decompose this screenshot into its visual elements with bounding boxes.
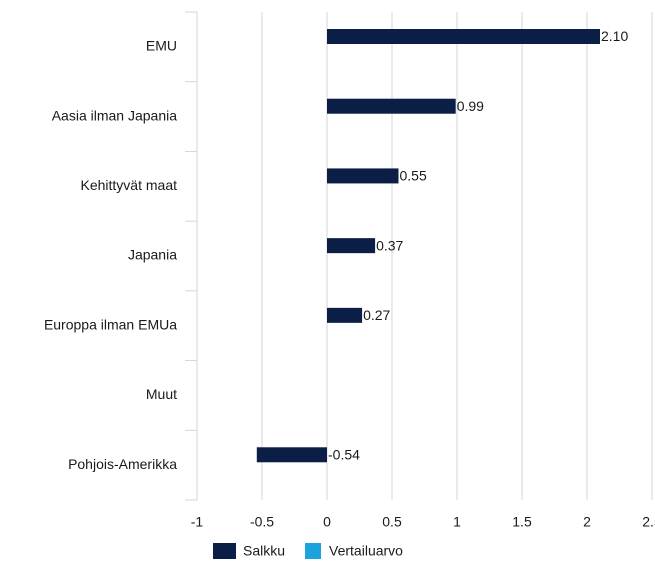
x-tick-label: -0.5 <box>250 514 274 530</box>
legend-swatch <box>305 543 322 559</box>
x-tick-label: 2 <box>583 514 591 530</box>
value-label: 0.99 <box>457 98 484 114</box>
y-tick-label: Pohjois-Amerikka <box>68 456 177 472</box>
x-tick-label: 1.5 <box>512 514 532 530</box>
legend-label: Salkku <box>243 543 285 559</box>
value-label: 0.37 <box>376 237 403 253</box>
y-tick-label: Japania <box>128 247 177 263</box>
value-label: -0.54 <box>328 446 360 462</box>
bar <box>256 447 327 463</box>
x-tick-label: 0 <box>323 514 331 530</box>
x-tick-label: 1 <box>453 514 461 530</box>
x-tick-label: 2.5 <box>642 514 655 530</box>
x-tick-label: 0.5 <box>382 514 402 530</box>
value-label: 0.55 <box>400 168 427 184</box>
y-tick-label: Muut <box>146 386 177 402</box>
value-label: 2.10 <box>601 28 628 44</box>
y-tick-label: Kehittyvät maat <box>81 177 178 193</box>
bar <box>327 307 363 323</box>
y-tick-label: Europpa ilman EMUa <box>44 316 177 332</box>
y-tick-label: EMU <box>146 38 177 54</box>
bar <box>327 29 600 44</box>
bar <box>327 168 399 184</box>
legend-swatch <box>213 543 236 559</box>
x-tick-label: -1 <box>191 514 204 530</box>
value-label: 0.27 <box>363 307 390 323</box>
bar <box>327 238 376 254</box>
y-tick-label: Aasia ilman Japania <box>52 107 178 123</box>
legend-label: Vertailuarvo <box>329 543 403 559</box>
bar <box>327 98 456 114</box>
